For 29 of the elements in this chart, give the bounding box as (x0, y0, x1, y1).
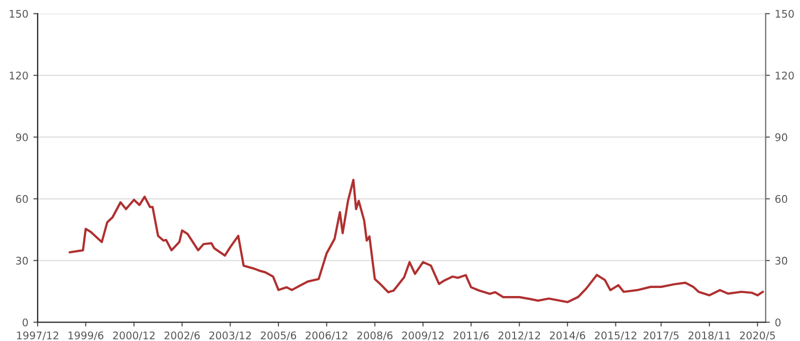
x-tick-label: 2018/11 (688, 331, 730, 340)
y2-tick-label: 120 (776, 72, 794, 80)
y2-tick-label: 60 (775, 195, 788, 203)
x-tick-label: 2012/12 (498, 331, 540, 340)
x-tick-label: 2020/5 (740, 331, 775, 340)
x-tick-label: 2011/6 (454, 331, 489, 340)
y-tick-label: 150 (10, 10, 28, 18)
x-tick-label: 1999/6 (68, 331, 104, 340)
y-tick-label: 0 (22, 318, 28, 326)
x-tick-label: 2008/6 (357, 331, 392, 340)
x-tick-label: 1997/12 (17, 331, 58, 340)
x-tick-label: 2002/6 (164, 331, 200, 340)
x-tick-label: 2006/12 (306, 331, 348, 340)
x-tick-label: 2003/12 (209, 331, 251, 340)
y-tick-label: 90 (16, 133, 28, 142)
x-tick-label: 2005/6 (260, 331, 296, 340)
y-tick-label: 120 (10, 72, 28, 80)
x-tick-label: 2017/5 (644, 331, 679, 340)
x-tick-label: 2014/6 (550, 331, 586, 340)
x-tick-label: 2000/12 (113, 331, 155, 340)
y-tick-label: 60 (16, 195, 28, 203)
y2-tick-label: 90 (775, 133, 788, 142)
y2-tick-label: 150 (776, 10, 794, 18)
x-tick-label: 2009/12 (402, 331, 444, 340)
y2-tick-label: 30 (775, 256, 788, 265)
line-series (68, 178, 764, 304)
x-tick-label: 2015/12 (594, 331, 636, 340)
y-tick-label: 30 (16, 256, 28, 265)
y2-tick-label: 0 (775, 318, 781, 326)
